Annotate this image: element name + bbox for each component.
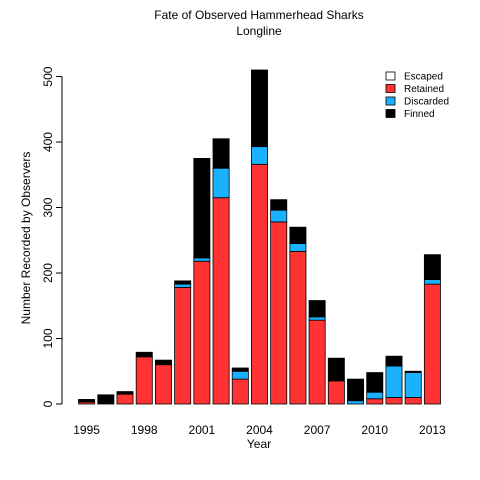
x-tick-label: 2004 — [246, 423, 273, 437]
y-tick-label: 100 — [41, 328, 55, 348]
y-tick-label: 200 — [41, 263, 55, 283]
bar-discarded-2006 — [289, 243, 307, 252]
bar-finned-2006 — [289, 226, 307, 244]
bar-retained-2010 — [366, 398, 384, 405]
legend-swatch-finned — [385, 109, 396, 118]
bar-discarded-2005 — [270, 209, 288, 223]
chart-subtitle: Longline — [236, 24, 282, 38]
y-tick-label: 500 — [41, 66, 55, 86]
bar-finned-2002 — [212, 138, 230, 169]
bar-retained-2004 — [251, 163, 268, 405]
bar-retained-2011 — [385, 397, 403, 405]
bar-discarded-2001 — [193, 257, 211, 262]
x-tick-label: 2007 — [304, 423, 331, 437]
chart-title: Fate of Observed Hammerhead Sharks — [154, 8, 363, 22]
bar-discarded-2000 — [174, 283, 192, 288]
bar-finned-2004 — [251, 69, 268, 148]
bar-retained-2006 — [289, 251, 307, 405]
y-tick-label: 400 — [41, 132, 55, 152]
bar-finned-1996 — [97, 394, 115, 405]
bar-retained-1999 — [154, 364, 172, 405]
bar-retained-1998 — [135, 356, 153, 405]
bar-discarded-2013 — [423, 279, 441, 285]
bar-finned-2009 — [347, 378, 365, 402]
bar-retained-1997 — [116, 393, 134, 405]
bar-discarded-2004 — [251, 146, 268, 165]
bar-retained-2012 — [404, 397, 422, 405]
bar-discarded-2012 — [404, 372, 422, 398]
legend-swatch-discarded — [385, 96, 396, 106]
y-tick-label: 0 — [41, 400, 55, 407]
legend-label-discarded: Discarded — [404, 97, 449, 108]
bar-finned-2001 — [193, 158, 211, 259]
bar-finned-2011 — [385, 355, 403, 367]
bar-finned-2003 — [231, 367, 249, 372]
x-tick-label: 2001 — [189, 423, 216, 437]
legend-label-escaped: Escaped — [404, 72, 443, 83]
bar-finned-2005 — [270, 199, 288, 211]
bar-retained-2007 — [308, 319, 326, 405]
bar-discarded-2007 — [308, 316, 326, 321]
x-axis-ticks: 1995 1998 2001 2004 2007 2010 2013 — [73, 423, 446, 437]
bar-discarded-2011 — [385, 365, 403, 398]
bar-finned-1995 — [78, 399, 96, 403]
bar-discarded-2010 — [366, 391, 384, 400]
legend-swatch-escaped — [385, 71, 396, 81]
bar-finned-2000 — [174, 280, 192, 285]
bar-discarded-2009 — [347, 400, 365, 405]
x-tick-label: 2010 — [361, 423, 388, 437]
bar-finned-2013 — [423, 254, 441, 280]
bar-finned-2007 — [308, 300, 326, 318]
bar-retained-2001 — [193, 260, 211, 405]
legend-label-finned: Finned — [404, 109, 435, 120]
y-tick-label: 300 — [41, 197, 55, 217]
bar-retained-2002 — [212, 197, 230, 405]
bar-retained-2008 — [327, 380, 345, 405]
y-axis-label: Number Recorded by Observers — [19, 152, 33, 325]
bar-finned-2008 — [327, 357, 345, 382]
y-axis: 0 100 200 300 400 500 — [41, 66, 63, 407]
bar-finned-2012 — [404, 370, 422, 373]
legend-label-retained: Retained — [404, 84, 444, 95]
bar-finned-1999 — [154, 359, 172, 366]
x-tick-label: 1995 — [73, 423, 100, 437]
bar-finned-1997 — [116, 391, 134, 395]
bar-retained-2013 — [423, 283, 441, 405]
bars — [78, 69, 441, 405]
bar-discarded-2003 — [231, 370, 249, 380]
bar-discarded-2002 — [212, 167, 230, 199]
x-tick-label: 1998 — [131, 423, 158, 437]
bar-finned-2010 — [366, 372, 384, 393]
bar-retained-2000 — [174, 287, 192, 405]
bar-finned-1998 — [135, 351, 153, 358]
x-tick-label: 2013 — [419, 423, 446, 437]
bar-retained-2003 — [231, 378, 249, 405]
legend-swatch-retained — [385, 84, 396, 93]
bar-retained-2005 — [270, 221, 288, 405]
x-axis-label: Year — [247, 437, 271, 451]
